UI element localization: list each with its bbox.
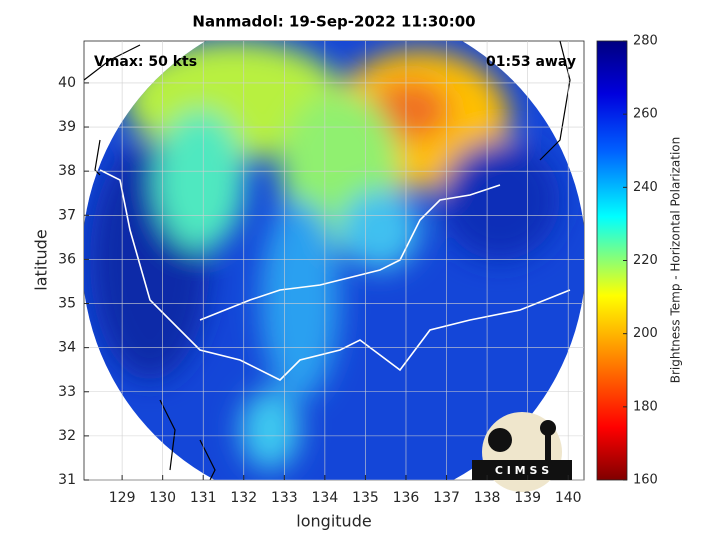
x-tick-label: 134 (312, 490, 339, 506)
colorbar (596, 40, 628, 481)
y-tick-label: 38 (58, 163, 76, 179)
x-axis-label: longitude (296, 512, 371, 531)
y-axis-label: latitude (32, 229, 51, 290)
y-tick-label: 37 (58, 207, 76, 223)
colorbar-label: Brightness Temp - Horizontal Polarizatio… (669, 137, 683, 384)
colorbar-tick-label: 260 (633, 107, 658, 122)
y-tick-label: 31 (58, 472, 76, 488)
chart-title: Nanmadol: 19-Sep-2022 11:30:00 (192, 13, 475, 31)
colorbar-tick-label: 280 (633, 34, 658, 49)
x-tick-label: 132 (230, 490, 257, 506)
y-tick-label: 40 (58, 75, 76, 91)
x-tick-label: 129 (109, 490, 136, 506)
colorbar-tick-label: 200 (633, 326, 658, 341)
x-tick-label: 131 (190, 490, 217, 506)
y-tick-label: 34 (58, 340, 76, 356)
colorbar-tick-label: 220 (633, 253, 658, 268)
imagery (84, 41, 584, 480)
y-tick-label: 32 (58, 428, 76, 444)
colorbar-tick-label: 240 (633, 180, 658, 195)
y-tick-label: 36 (58, 251, 76, 267)
x-tick-label: 140 (555, 490, 582, 506)
x-tick-label: 136 (393, 490, 420, 506)
y-tick-label: 39 (58, 119, 76, 135)
x-tick-label: 138 (474, 490, 501, 506)
y-tick-label: 33 (58, 384, 76, 400)
logo: C I M S S (472, 412, 572, 492)
annotation: Vmax: 50 kts (94, 54, 197, 70)
x-tick-label: 135 (352, 490, 379, 506)
x-tick-label: 133 (271, 490, 298, 506)
x-tick-label: 130 (149, 490, 176, 506)
colorbar-tick-label: 160 (633, 473, 658, 488)
x-tick-label: 139 (514, 490, 541, 506)
annotation: 01:53 away (486, 54, 576, 70)
y-tick-label: 35 (58, 296, 76, 312)
colorbar-tick-label: 180 (633, 399, 658, 414)
logo-text: C I M S S (495, 464, 549, 477)
x-tick-label: 137 (433, 490, 460, 506)
